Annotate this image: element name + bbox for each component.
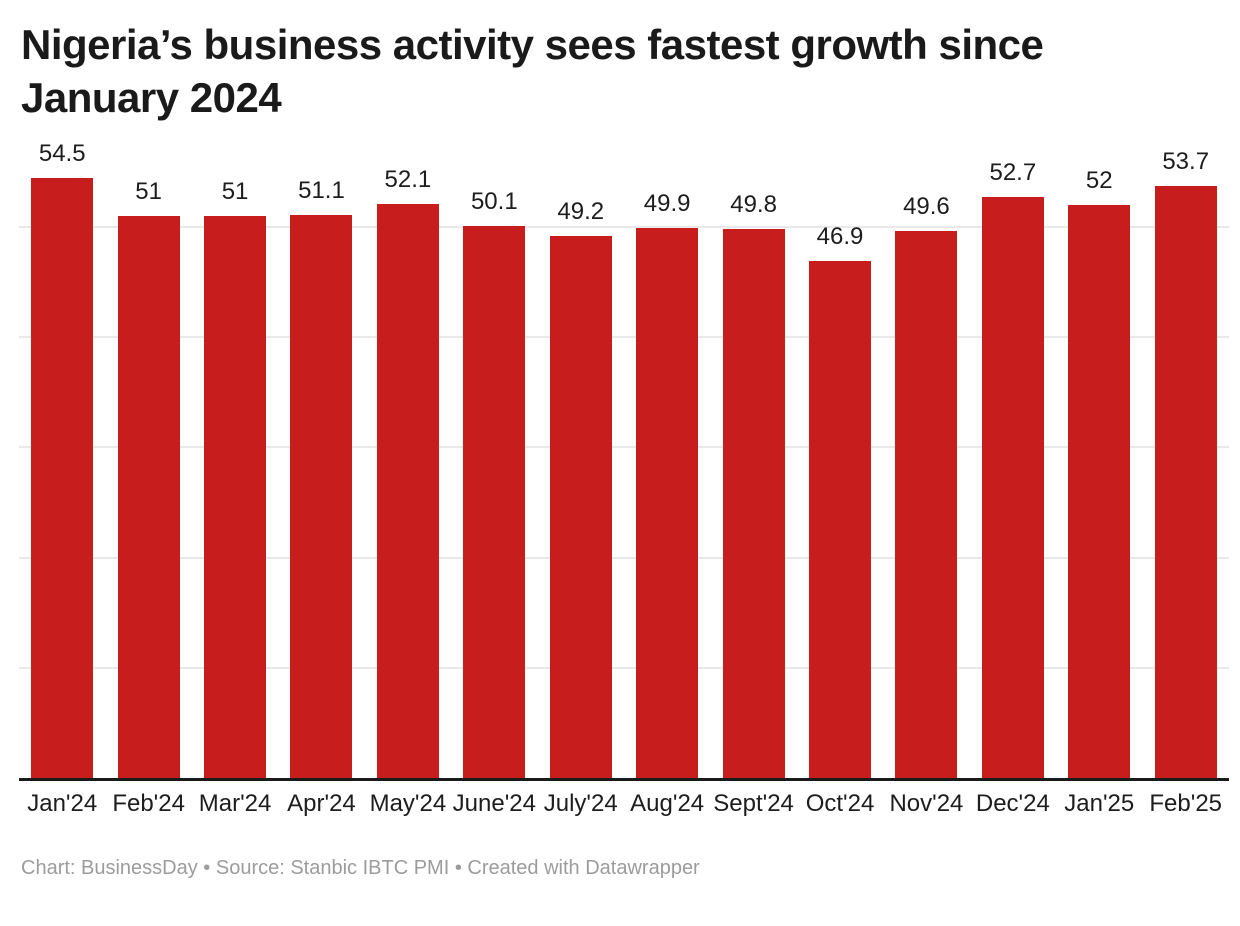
x-axis-label-Feb'25: Feb'25 bbox=[1149, 790, 1223, 817]
gridline-50 bbox=[19, 226, 1229, 229]
bar-value-label: 50.1 bbox=[470, 187, 518, 215]
bar-July'24 bbox=[549, 235, 612, 778]
bar-column-July'24: 49.2 bbox=[538, 140, 624, 778]
bar-Mar'24 bbox=[204, 216, 267, 778]
bar-Nov'24 bbox=[895, 231, 958, 778]
x-axis-label-July'24: July'24 bbox=[543, 790, 618, 817]
bar-chart-plot: 54.5 51 51 51.1 52.1 50.1 49.2 49.9 49.8 46.9 49.6… bbox=[19, 140, 1229, 778]
attribution-footer: Chart: BusinessDay • Source: Stanbic IBT… bbox=[21, 857, 700, 879]
chart-page: Nigeria’s business activity sees fastest… bbox=[0, 18, 1240, 926]
bar-column-Dec'24: 52.7 bbox=[970, 140, 1056, 778]
x-axis-label-Jan'25: Jan'25 bbox=[1064, 790, 1135, 817]
gridline-40 bbox=[19, 336, 1229, 339]
x-axis-label-Feb'24: Feb'24 bbox=[112, 790, 185, 817]
bar-value-label: 52.7 bbox=[989, 159, 1037, 187]
x-axis-label-Mar'24: Mar'24 bbox=[198, 790, 272, 817]
bar-column-Mar'24: 51 bbox=[192, 140, 278, 778]
chart-title: Nigeria’s business activity sees fastest… bbox=[21, 21, 1044, 121]
bar-column-June'24: 50.1 bbox=[451, 140, 537, 778]
bar-value-label: 49.8 bbox=[730, 191, 777, 219]
bar-column-Jan'25: 52 bbox=[1056, 140, 1142, 778]
bar-value-label: 52.1 bbox=[384, 165, 432, 193]
bar-value-label: 49.2 bbox=[557, 197, 605, 225]
bar-column-Nov'24: 49.6 bbox=[883, 140, 969, 778]
bar-column-May'24: 52.1 bbox=[365, 140, 451, 778]
bar-value-label: 53.7 bbox=[1162, 148, 1210, 176]
gridline-20 bbox=[19, 556, 1229, 559]
bar-value-label: 51.1 bbox=[298, 176, 345, 204]
bar-value-label: 49.9 bbox=[643, 190, 691, 218]
bar-Feb'25 bbox=[1154, 186, 1217, 778]
bar-Aug'24 bbox=[636, 228, 699, 778]
gridline-30 bbox=[19, 446, 1229, 449]
bar-column-Jan'24: 54.5 bbox=[19, 140, 105, 778]
x-axis-baseline bbox=[19, 778, 1229, 781]
x-axis-label-Oct'24: Oct'24 bbox=[805, 790, 875, 817]
bar-value-label: 52 bbox=[1085, 167, 1113, 195]
x-axis-label-Apr'24: Apr'24 bbox=[287, 790, 356, 817]
bar-May'24 bbox=[376, 203, 439, 778]
x-axis-label-Jan'24: Jan'24 bbox=[27, 790, 98, 817]
bar-column-Aug'24: 49.9 bbox=[624, 140, 710, 778]
bar-Dec'24 bbox=[981, 197, 1044, 778]
bar-Feb'24 bbox=[117, 216, 180, 778]
gridline-10 bbox=[19, 666, 1229, 669]
x-axis-label-Dec'24: Dec'24 bbox=[975, 790, 1050, 817]
bar-Apr'24 bbox=[290, 214, 353, 778]
bar-column-Sept'24: 49.8 bbox=[710, 140, 796, 778]
bar-value-label: 46.9 bbox=[816, 223, 864, 251]
x-axis-label-June'24: June'24 bbox=[452, 790, 536, 817]
bar-Sept'24 bbox=[722, 229, 785, 778]
bar-Jan'24 bbox=[31, 178, 94, 778]
bar-column-Feb'24: 51 bbox=[105, 140, 191, 778]
x-axis-label-Aug'24: Aug'24 bbox=[630, 790, 705, 817]
bar-value-label: 49.6 bbox=[903, 193, 950, 221]
x-axis-label-May'24: May'24 bbox=[369, 790, 447, 817]
bar-Oct'24 bbox=[809, 261, 871, 778]
x-axis-labels: Jan'24 Feb'24 Mar'24 Apr'24 May'24 June'24 Jul… bbox=[19, 781, 1229, 818]
bar-value-label: 51 bbox=[135, 178, 162, 206]
x-axis-label-Nov'24: Nov'24 bbox=[889, 790, 964, 817]
bar-June'24 bbox=[463, 225, 526, 778]
x-axis-label-Sept'24: Sept'24 bbox=[713, 790, 794, 817]
bar-column-Apr'24: 51.1 bbox=[278, 140, 364, 778]
chart-area: 54.5 51 51 51.1 52.1 50.1 49.2 49.9 49.8 46.9 49.6… bbox=[19, 140, 1229, 818]
bar-column-Oct'24: 46.9 bbox=[797, 140, 883, 778]
bar-column-Feb'25: 53.7 bbox=[1142, 140, 1228, 778]
bar-value-label: 54.5 bbox=[38, 140, 86, 167]
bar-value-label: 51 bbox=[221, 178, 249, 206]
bar-Jan'25 bbox=[1068, 205, 1131, 778]
